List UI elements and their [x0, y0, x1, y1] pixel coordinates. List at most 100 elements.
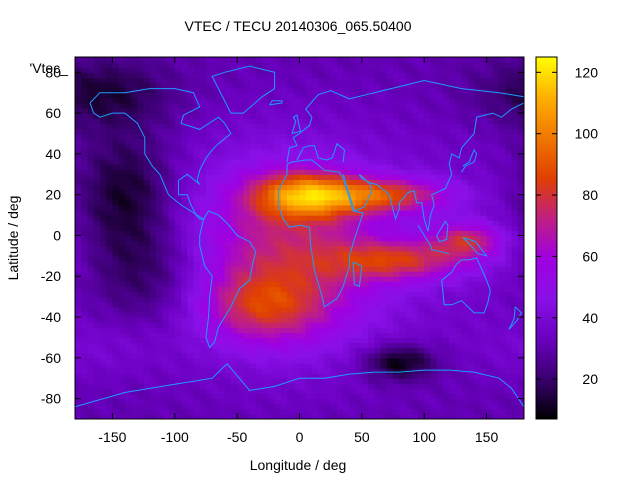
- heatmap-cell: [461, 276, 469, 282]
- heatmap-cell: [224, 62, 232, 68]
- heatmap-cell: [205, 230, 213, 237]
- heatmap-cell: [112, 92, 120, 99]
- heatmap-cell: [187, 82, 195, 89]
- heatmap-cell: [118, 199, 126, 206]
- heatmap-cell: [118, 143, 126, 150]
- heatmap-cell: [224, 220, 232, 226]
- heatmap-cell: [249, 174, 257, 180]
- heatmap-cell: [467, 204, 475, 211]
- heatmap-cell: [399, 378, 407, 384]
- heatmap-cell: [243, 179, 251, 186]
- heatmap-cell: [343, 204, 350, 211]
- heatmap-cell: [386, 189, 394, 196]
- heatmap-cell: [330, 266, 338, 272]
- heatmap-cell: [131, 327, 138, 333]
- heatmap-cell: [305, 230, 313, 237]
- heatmap-cell: [237, 352, 244, 359]
- heatmap-cell: [118, 184, 126, 191]
- heatmap-cell: [505, 332, 513, 339]
- heatmap-cell: [224, 317, 232, 323]
- heatmap-cell: [318, 97, 326, 104]
- heatmap-cell: [156, 158, 163, 165]
- heatmap-cell: [349, 286, 357, 293]
- heatmap-cell: [361, 296, 369, 303]
- heatmap-cell: [149, 327, 157, 333]
- heatmap-cell: [187, 215, 195, 221]
- heatmap-cell: [318, 357, 326, 364]
- heatmap-cell: [87, 77, 95, 84]
- heatmap-cell: [336, 398, 344, 405]
- heatmap-cell: [287, 373, 294, 379]
- heatmap-cell: [93, 378, 101, 384]
- heatmap-cell: [181, 158, 188, 165]
- heatmap-cell: [436, 225, 444, 231]
- heatmap-cell: [249, 179, 257, 186]
- heatmap-cell: [343, 230, 350, 237]
- heatmap-cell: [474, 184, 481, 191]
- heatmap-cell: [274, 225, 282, 231]
- heatmap-cell: [361, 230, 369, 237]
- heatmap-cell: [174, 352, 182, 359]
- heatmap-cell: [237, 209, 244, 216]
- heatmap-cell: [311, 413, 319, 419]
- heatmap-cell: [368, 158, 375, 165]
- heatmap-cell: [368, 388, 375, 395]
- heatmap-cell: [455, 393, 463, 400]
- heatmap-cell: [299, 189, 307, 196]
- heatmap-cell: [255, 240, 263, 247]
- heatmap-cell: [168, 301, 176, 308]
- heatmap-cell: [81, 57, 89, 63]
- heatmap-cell: [193, 225, 201, 231]
- heatmap-cell: [156, 403, 163, 410]
- heatmap-cell: [205, 368, 213, 374]
- heatmap-cell: [417, 225, 425, 231]
- heatmap-cell: [162, 123, 170, 129]
- heatmap-cell: [93, 87, 101, 94]
- heatmap-cell: [243, 72, 251, 78]
- heatmap-cell: [168, 138, 176, 145]
- heatmap-cell: [187, 393, 195, 400]
- heatmap-cell: [293, 291, 301, 298]
- heatmap-cell: [424, 123, 432, 129]
- heatmap-cell: [368, 271, 375, 277]
- heatmap-cell: [149, 67, 157, 73]
- heatmap-cell: [187, 138, 195, 145]
- heatmap-cell: [280, 357, 288, 364]
- heatmap-cell: [368, 393, 375, 400]
- heatmap-cell: [137, 72, 145, 78]
- heatmap-cell: [205, 113, 213, 119]
- heatmap-cell: [224, 281, 232, 288]
- heatmap-cell: [156, 327, 163, 333]
- heatmap-cell: [93, 286, 101, 293]
- heatmap-cell: [393, 286, 400, 293]
- heatmap-cell: [274, 332, 282, 339]
- heatmap-cell: [499, 82, 506, 89]
- heatmap-cell: [368, 281, 375, 288]
- heatmap-cell: [205, 57, 213, 63]
- heatmap-cell: [430, 337, 438, 344]
- heatmap-cell: [417, 235, 425, 242]
- heatmap-cell: [243, 408, 251, 415]
- heatmap-cell: [274, 87, 282, 94]
- heatmap-cell: [199, 67, 207, 73]
- heatmap-cell: [336, 62, 344, 68]
- heatmap-cell: [81, 220, 89, 226]
- heatmap-cell: [436, 62, 444, 68]
- heatmap-cell: [399, 113, 407, 119]
- heatmap-cell: [442, 347, 450, 354]
- heatmap-cell: [262, 148, 269, 155]
- heatmap-cell: [93, 57, 101, 63]
- heatmap-cell: [467, 250, 475, 257]
- heatmap-cell: [505, 72, 513, 78]
- heatmap-cell: [218, 322, 226, 328]
- heatmap-cell: [287, 403, 294, 410]
- heatmap-cell: [417, 255, 425, 262]
- heatmap-cell: [349, 77, 357, 84]
- heatmap-cell: [343, 393, 350, 400]
- heatmap-cell: [393, 306, 400, 313]
- heatmap-cell: [324, 235, 332, 242]
- heatmap-cell: [324, 77, 332, 84]
- heatmap-cell: [174, 235, 182, 242]
- heatmap-cell: [106, 362, 114, 369]
- heatmap-cell: [131, 128, 138, 135]
